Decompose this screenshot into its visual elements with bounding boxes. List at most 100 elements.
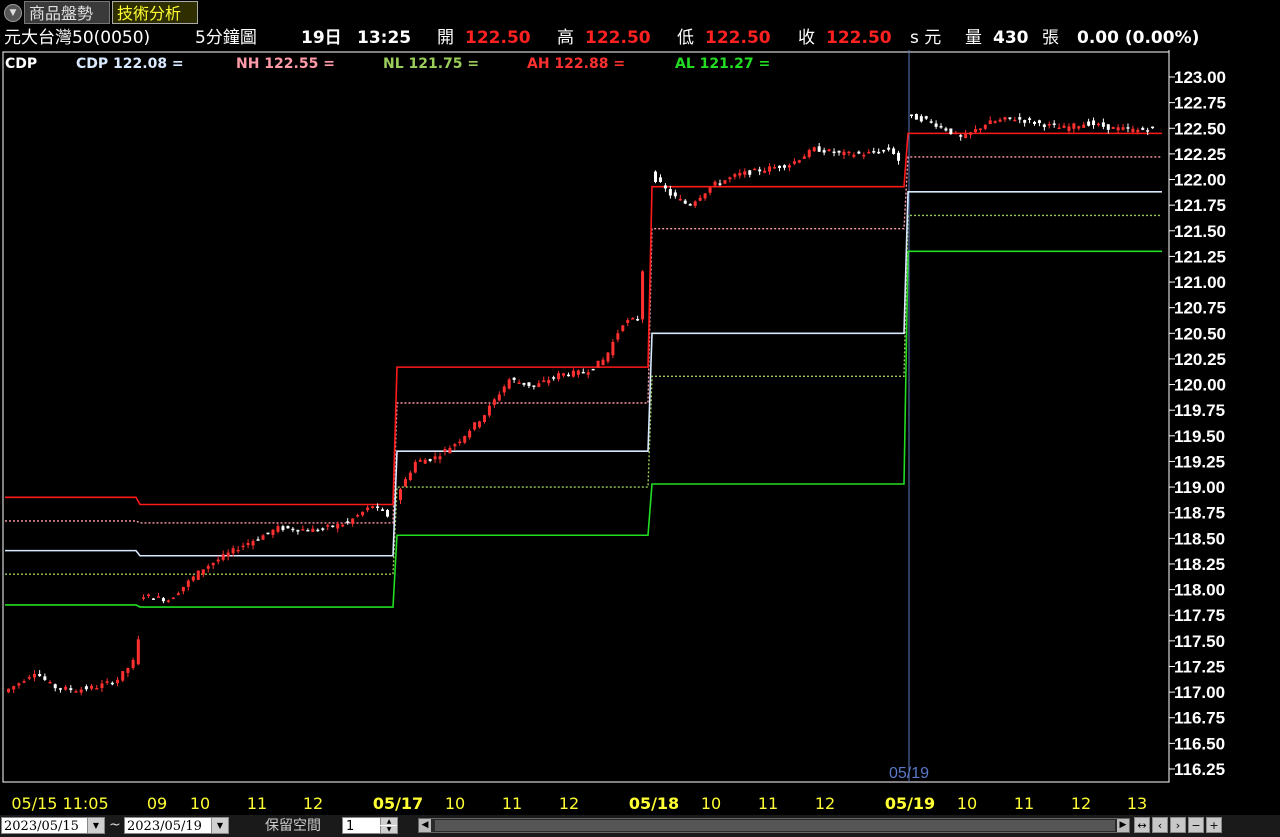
change-value: 0.00 (0.00%)	[1077, 28, 1200, 48]
dropdown-icon[interactable]: ▼	[4, 4, 22, 22]
candle-body	[171, 597, 175, 600]
candle-body	[316, 529, 320, 532]
candle-body	[1062, 125, 1066, 128]
candle-body	[251, 540, 255, 546]
y-tick-label: 118.75	[1174, 504, 1225, 523]
scroll-right-icon[interactable]: ▶	[1117, 819, 1129, 832]
candle-body	[636, 318, 640, 321]
candle-body	[236, 549, 240, 552]
x-tick-label: 11	[757, 794, 779, 813]
candle-body	[201, 569, 205, 575]
scroll-thumb[interactable]	[435, 820, 1115, 831]
candlestick-chart[interactable]: 123.00 122.75 122.50 122.25 122.00 121.75 121.…	[0, 50, 1280, 793]
candle-body	[678, 198, 682, 201]
tab-technical[interactable]: 技術分析	[112, 1, 198, 24]
candle-body	[1028, 118, 1032, 120]
spin-down-icon[interactable]: ▼	[380, 826, 397, 833]
volume-unit: 張	[1042, 28, 1059, 48]
candle-body	[399, 489, 402, 501]
x-tick-label: 13	[1126, 794, 1148, 813]
y-tick-label: 116.50	[1174, 734, 1225, 753]
period: 5分鐘圖	[195, 28, 257, 48]
candle-body	[1067, 126, 1071, 131]
y-tick-label: 116.25	[1174, 760, 1225, 779]
candle-body	[156, 596, 160, 598]
candle-body	[126, 667, 130, 673]
candle-body	[151, 598, 155, 600]
candle-body	[1087, 121, 1091, 126]
candle-body	[748, 170, 752, 175]
chevron-down-icon[interactable]: ▼	[87, 818, 104, 833]
candle-body	[797, 160, 801, 163]
candle-body	[964, 133, 968, 139]
x-tick-label: 10	[189, 794, 211, 813]
candle-body	[482, 415, 486, 422]
candle-body	[1082, 124, 1086, 128]
candle-body	[206, 566, 210, 569]
candle-body	[882, 149, 886, 152]
x-tick-label: 11	[246, 794, 268, 813]
candle-body	[807, 149, 811, 157]
candle-body	[562, 373, 566, 376]
candle-body	[38, 674, 42, 677]
zoom-plus-icon[interactable]: +	[1206, 817, 1222, 833]
y-tick-label: 119.00	[1174, 478, 1225, 497]
candle-body	[356, 515, 360, 517]
end-date-value: 2023/05/19	[127, 819, 202, 834]
high-label: 高	[557, 28, 574, 48]
candle-body	[256, 539, 260, 541]
y-tick-label: 117.50	[1174, 632, 1225, 651]
candle-body	[817, 146, 821, 152]
candle-body	[191, 576, 195, 581]
candle-body	[1096, 123, 1100, 126]
y-tick-label: 121.75	[1174, 196, 1226, 215]
quote-time: 13:25	[357, 28, 412, 48]
tab-market[interactable]: 商品盤勢	[24, 1, 110, 24]
close-label: 收	[798, 28, 815, 48]
candle-body	[1101, 122, 1105, 127]
chevron-down-icon[interactable]: ▼	[211, 818, 228, 833]
start-date-select[interactable]: 2023/05/15 ▼	[1, 817, 105, 834]
candle-body	[1072, 123, 1076, 129]
candle-body	[988, 120, 992, 125]
zoom-fit-icon[interactable]: ↔	[1134, 817, 1150, 833]
candle-body	[792, 161, 796, 164]
scroll-left-icon[interactable]: ◀	[419, 819, 431, 832]
candle-body	[973, 129, 977, 133]
candle-body	[532, 385, 536, 387]
y-tick-label: 118.25	[1174, 555, 1225, 574]
candle-body	[914, 114, 918, 120]
zoom-in-icon[interactable]: ›	[1170, 817, 1186, 833]
candle-body	[453, 444, 457, 447]
candle-body	[527, 382, 531, 387]
horizontal-scrollbar[interactable]: ◀ ▶	[418, 818, 1130, 833]
candle-body	[326, 525, 330, 527]
candle-body	[658, 177, 662, 182]
candle-body	[778, 165, 781, 168]
candle-body	[32, 673, 36, 678]
candle-body	[591, 368, 595, 371]
candle-body	[53, 684, 57, 689]
candle-body	[331, 525, 335, 528]
candle-body	[468, 430, 472, 438]
start-date-value: 2023/05/15	[4, 819, 79, 834]
candle-body	[1141, 127, 1145, 130]
keep-space-stepper[interactable]: 1 ▲ ▼	[342, 817, 398, 834]
candle-body	[832, 151, 836, 154]
candle-body	[847, 151, 851, 154]
candle-body	[910, 114, 913, 117]
candle-body	[246, 542, 250, 546]
zoom-minus-icon[interactable]: −	[1188, 817, 1204, 833]
candle-body	[376, 506, 380, 508]
candle-body	[897, 152, 901, 161]
candle-body	[186, 580, 190, 587]
y-tick-label: 120.50	[1174, 324, 1226, 343]
candle-body	[782, 165, 786, 168]
zoom-out-icon[interactable]: ‹	[1152, 817, 1168, 833]
candle-body	[226, 552, 230, 557]
open-label: 開	[437, 28, 454, 48]
end-date-select[interactable]: 2023/05/19 ▼	[124, 817, 229, 834]
candle-body	[74, 691, 78, 693]
candle-body	[713, 181, 717, 186]
spin-up-icon[interactable]: ▲	[380, 818, 397, 825]
